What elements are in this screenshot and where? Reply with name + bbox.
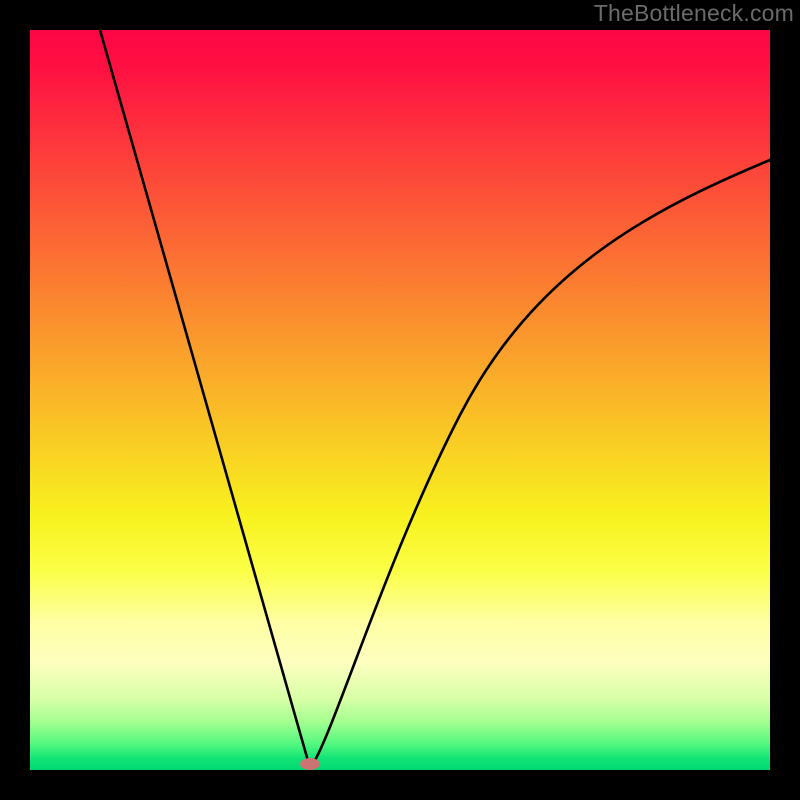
plot-area [30, 30, 770, 770]
minimum-marker [300, 758, 320, 770]
watermark-text: TheBottleneck.com [594, 0, 794, 27]
chart-svg [0, 0, 800, 800]
bottleneck-chart [0, 0, 800, 800]
